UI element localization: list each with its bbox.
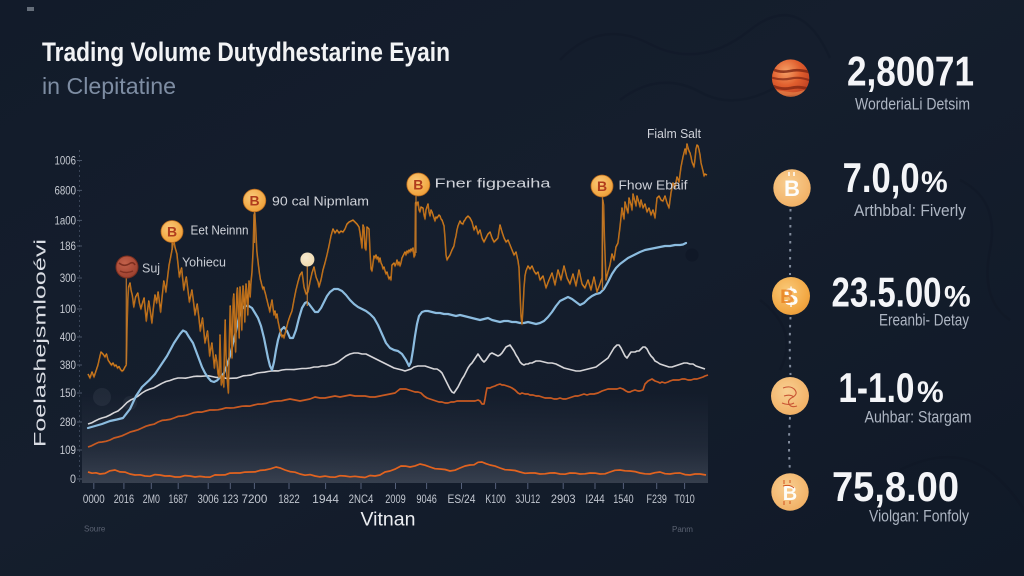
svg-text:B: B bbox=[597, 178, 607, 194]
svg-text:I244: I244 bbox=[585, 492, 605, 506]
svg-text:3JU12: 3JU12 bbox=[515, 492, 540, 506]
svg-text:23.5.00: 23.5.00 bbox=[832, 269, 942, 316]
svg-text:$: $ bbox=[784, 283, 798, 311]
svg-text:ES/24: ES/24 bbox=[448, 492, 476, 506]
svg-text:2903: 2903 bbox=[551, 492, 576, 506]
svg-text:%: % bbox=[944, 281, 971, 314]
svg-text:0000: 0000 bbox=[83, 492, 105, 506]
svg-text:7200: 7200 bbox=[242, 492, 268, 506]
svg-text:2016: 2016 bbox=[114, 492, 135, 506]
svg-text:Arthbbal: Fiverly: Arthbbal: Fiverly bbox=[854, 201, 966, 220]
svg-text:90 cal Nipmlam: 90 cal Nipmlam bbox=[272, 194, 369, 209]
svg-text:Eet Neinnn: Eet Neinnn bbox=[191, 224, 249, 238]
svg-text:in Clepitatine: in Clepitatine bbox=[42, 73, 176, 99]
svg-text:1822: 1822 bbox=[278, 492, 300, 506]
svg-text:%: % bbox=[917, 376, 944, 409]
svg-text:2M0: 2M0 bbox=[143, 492, 160, 506]
svg-text:K100: K100 bbox=[485, 492, 506, 506]
svg-text:2009: 2009 bbox=[385, 492, 406, 506]
svg-text:100: 100 bbox=[60, 304, 76, 316]
svg-text:Soure: Soure bbox=[84, 525, 106, 534]
svg-text:1006: 1006 bbox=[55, 156, 77, 168]
svg-text:1687: 1687 bbox=[169, 492, 189, 506]
svg-text:6800: 6800 bbox=[55, 185, 77, 197]
svg-text:75,8.00: 75,8.00 bbox=[832, 463, 959, 510]
svg-text:Fhow Ebaif: Fhow Ebaif bbox=[619, 178, 688, 193]
svg-text:Ereanbi- Detay: Ereanbi- Detay bbox=[879, 311, 969, 330]
svg-text:0: 0 bbox=[70, 474, 76, 486]
svg-text:Panm: Panm bbox=[672, 525, 693, 534]
svg-text:B: B bbox=[784, 176, 800, 201]
svg-text:123: 123 bbox=[222, 492, 238, 506]
svg-text:7.0,0: 7.0,0 bbox=[843, 154, 920, 201]
svg-text:1944: 1944 bbox=[312, 492, 339, 506]
svg-text:400: 400 bbox=[60, 332, 76, 344]
svg-text:300: 300 bbox=[60, 273, 76, 285]
svg-text:Vitnan: Vitnan bbox=[361, 509, 416, 531]
svg-text:150: 150 bbox=[60, 388, 76, 400]
svg-text:9046: 9046 bbox=[416, 492, 437, 506]
svg-text:Yohiecu: Yohiecu bbox=[182, 255, 226, 270]
svg-text:WorderiaLi Detsim: WorderiaLi Detsim bbox=[855, 95, 970, 114]
svg-text:%: % bbox=[921, 166, 948, 199]
svg-text:T010: T010 bbox=[674, 492, 695, 506]
svg-text:280: 280 bbox=[60, 417, 76, 429]
svg-text:1540: 1540 bbox=[613, 492, 634, 506]
svg-text:1-1.0: 1-1.0 bbox=[838, 364, 914, 411]
svg-text:2,80071: 2,80071 bbox=[847, 48, 974, 95]
svg-text:Foelashejsmlooévi: Foelashejsmlooévi bbox=[32, 239, 50, 447]
svg-text:B: B bbox=[783, 483, 797, 505]
svg-text:Fialm Salt: Fialm Salt bbox=[647, 126, 701, 141]
svg-text:Trading Volume Dutydhestarine: Trading Volume Dutydhestarine Eyain bbox=[42, 37, 450, 67]
svg-text:Violgan: Fonfoly: Violgan: Fonfoly bbox=[869, 507, 969, 526]
svg-text:Auhbar: Stargam: Auhbar: Stargam bbox=[865, 408, 972, 427]
svg-text:380: 380 bbox=[60, 360, 76, 372]
svg-text:186: 186 bbox=[60, 241, 76, 253]
svg-text:Fner figpeaiha: Fner figpeaiha bbox=[435, 176, 552, 191]
svg-text:B: B bbox=[167, 224, 177, 240]
svg-text:B: B bbox=[780, 287, 794, 308]
svg-text:1a00: 1a00 bbox=[55, 215, 77, 227]
svg-text:2NC4: 2NC4 bbox=[349, 492, 374, 506]
svg-text:109: 109 bbox=[60, 445, 76, 457]
svg-text:B: B bbox=[413, 177, 423, 193]
svg-text:B: B bbox=[249, 193, 259, 209]
svg-text:3006: 3006 bbox=[197, 492, 219, 506]
svg-text:Suj: Suj bbox=[142, 262, 160, 276]
svg-text:F239: F239 bbox=[647, 492, 668, 506]
